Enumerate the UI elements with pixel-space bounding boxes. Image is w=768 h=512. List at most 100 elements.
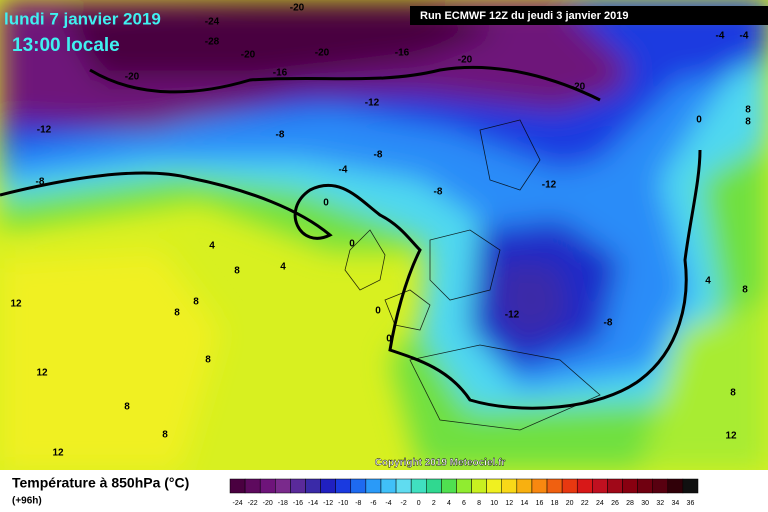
contour-label: 8 xyxy=(730,388,736,399)
scale-label: -10 xyxy=(338,500,348,507)
scale-label: -22 xyxy=(248,500,258,507)
contour-label: 8 xyxy=(174,308,180,319)
scale-label: 6 xyxy=(462,500,466,507)
contour-label: 8 xyxy=(124,402,130,413)
contour-label: -4 xyxy=(339,165,348,176)
scale-swatch xyxy=(637,478,653,494)
scale-label: -18 xyxy=(278,500,288,507)
scale-label: 34 xyxy=(671,500,679,507)
scale-swatch xyxy=(456,478,472,494)
scale-label: 36 xyxy=(687,500,695,507)
scale-swatch xyxy=(561,478,578,494)
contour-label: 8 xyxy=(205,355,211,366)
contour-label: 8 xyxy=(234,266,240,277)
scale-label: -4 xyxy=(385,500,391,507)
scale-swatch xyxy=(682,478,699,494)
contour-label: -8 xyxy=(374,150,383,161)
contour-label: -20 xyxy=(571,82,586,93)
scale-swatch xyxy=(395,478,412,494)
contour-label: 12 xyxy=(10,299,22,310)
scale-swatch xyxy=(486,478,502,494)
contour-label: -12 xyxy=(365,98,380,109)
contour-label: 8 xyxy=(162,430,168,441)
scale-swatch xyxy=(531,478,548,494)
scale-swatch xyxy=(275,478,291,494)
scale-label: 10 xyxy=(490,500,498,507)
scale-swatch xyxy=(607,478,623,494)
scale-swatch xyxy=(667,478,684,494)
scale-label: 8 xyxy=(477,500,481,507)
contour-label: -20 xyxy=(290,3,305,14)
contour-label: -16 xyxy=(273,68,288,79)
forecast-time: 13:00 locale xyxy=(12,35,120,56)
scale-swatch xyxy=(410,478,427,494)
field-title: Température à 850hPa (°C) xyxy=(12,475,189,491)
scale-swatch xyxy=(471,478,487,494)
scale-swatch xyxy=(546,478,563,494)
scale-swatch xyxy=(516,478,533,494)
contour-labels: -24 -28 -20 -20 -16 -20 -16 -20 -20 -20 -12 -12 -8 -8… xyxy=(10,3,751,459)
scale-label: 20 xyxy=(566,500,574,507)
contour-label: -8 xyxy=(36,177,45,188)
contour-label: -12 xyxy=(37,125,52,136)
scale-swatch xyxy=(592,478,608,494)
contour-label: -4 xyxy=(740,31,749,42)
forecast-date: lundi 7 janvier 2019 xyxy=(4,9,161,28)
scale-label: 32 xyxy=(656,500,664,507)
contour-label: 12 xyxy=(725,431,737,442)
scale-label: -20 xyxy=(263,500,273,507)
run-label: Run ECMWF 12Z du jeudi 3 janvier 2019 xyxy=(420,10,628,22)
contour-label: -12 xyxy=(542,180,557,191)
contour-label: -16 xyxy=(395,48,410,59)
scale-label: 26 xyxy=(611,500,619,507)
contour-label: 0 xyxy=(696,115,702,126)
contour-label: -8 xyxy=(434,187,443,198)
scale-swatch xyxy=(380,478,397,494)
contour-label: 8 xyxy=(745,117,751,128)
scale-swatch xyxy=(622,478,638,494)
scale-label: -2 xyxy=(400,500,406,507)
contour-label: -24 xyxy=(205,17,220,28)
scale-label: -24 xyxy=(232,500,242,507)
contour-label: 4 xyxy=(705,276,711,287)
scale-label: 12 xyxy=(505,500,513,507)
contour-label: 0 xyxy=(349,239,355,250)
contour-label: 12 xyxy=(52,448,64,459)
scale-label: -12 xyxy=(323,500,333,507)
contour-label: 12 xyxy=(36,368,48,379)
contour-label: -20 xyxy=(125,72,140,83)
contour-label: -20 xyxy=(458,55,473,66)
scale-label: 4 xyxy=(447,500,451,507)
scale-swatch xyxy=(365,478,382,494)
scale-swatch xyxy=(441,478,457,494)
contour-label: -28 xyxy=(205,37,220,48)
scale-swatch xyxy=(652,478,669,494)
contour-label: 8 xyxy=(742,285,748,296)
contour-label: 0 xyxy=(375,306,381,317)
scale-swatch xyxy=(259,478,276,494)
contour-label: -20 xyxy=(315,48,330,59)
scale-label: 30 xyxy=(641,500,649,507)
scale-swatch xyxy=(350,478,367,494)
scale-label: 2 xyxy=(432,500,436,507)
contour-label: -8 xyxy=(276,130,285,141)
scale-label: 0 xyxy=(417,500,421,507)
lead-time: (+96h) xyxy=(12,496,42,507)
scale-swatch xyxy=(501,478,518,494)
scale-label: 24 xyxy=(596,500,604,507)
scale-swatch xyxy=(335,478,352,494)
scale-label: -16 xyxy=(293,500,303,507)
scale-swatch xyxy=(576,478,593,494)
contour-label: 8 xyxy=(745,105,751,116)
scale-label: 18 xyxy=(551,500,559,507)
scale-label: 14 xyxy=(520,500,528,507)
scale-swatch xyxy=(290,478,306,494)
scale-swatch xyxy=(229,478,246,494)
scale-label: -14 xyxy=(308,500,318,507)
contour-label: 4 xyxy=(280,262,286,273)
temperature-field xyxy=(0,0,768,470)
contour-label: -8 xyxy=(604,318,613,329)
scale-swatch xyxy=(426,478,442,494)
run-box xyxy=(410,6,768,25)
